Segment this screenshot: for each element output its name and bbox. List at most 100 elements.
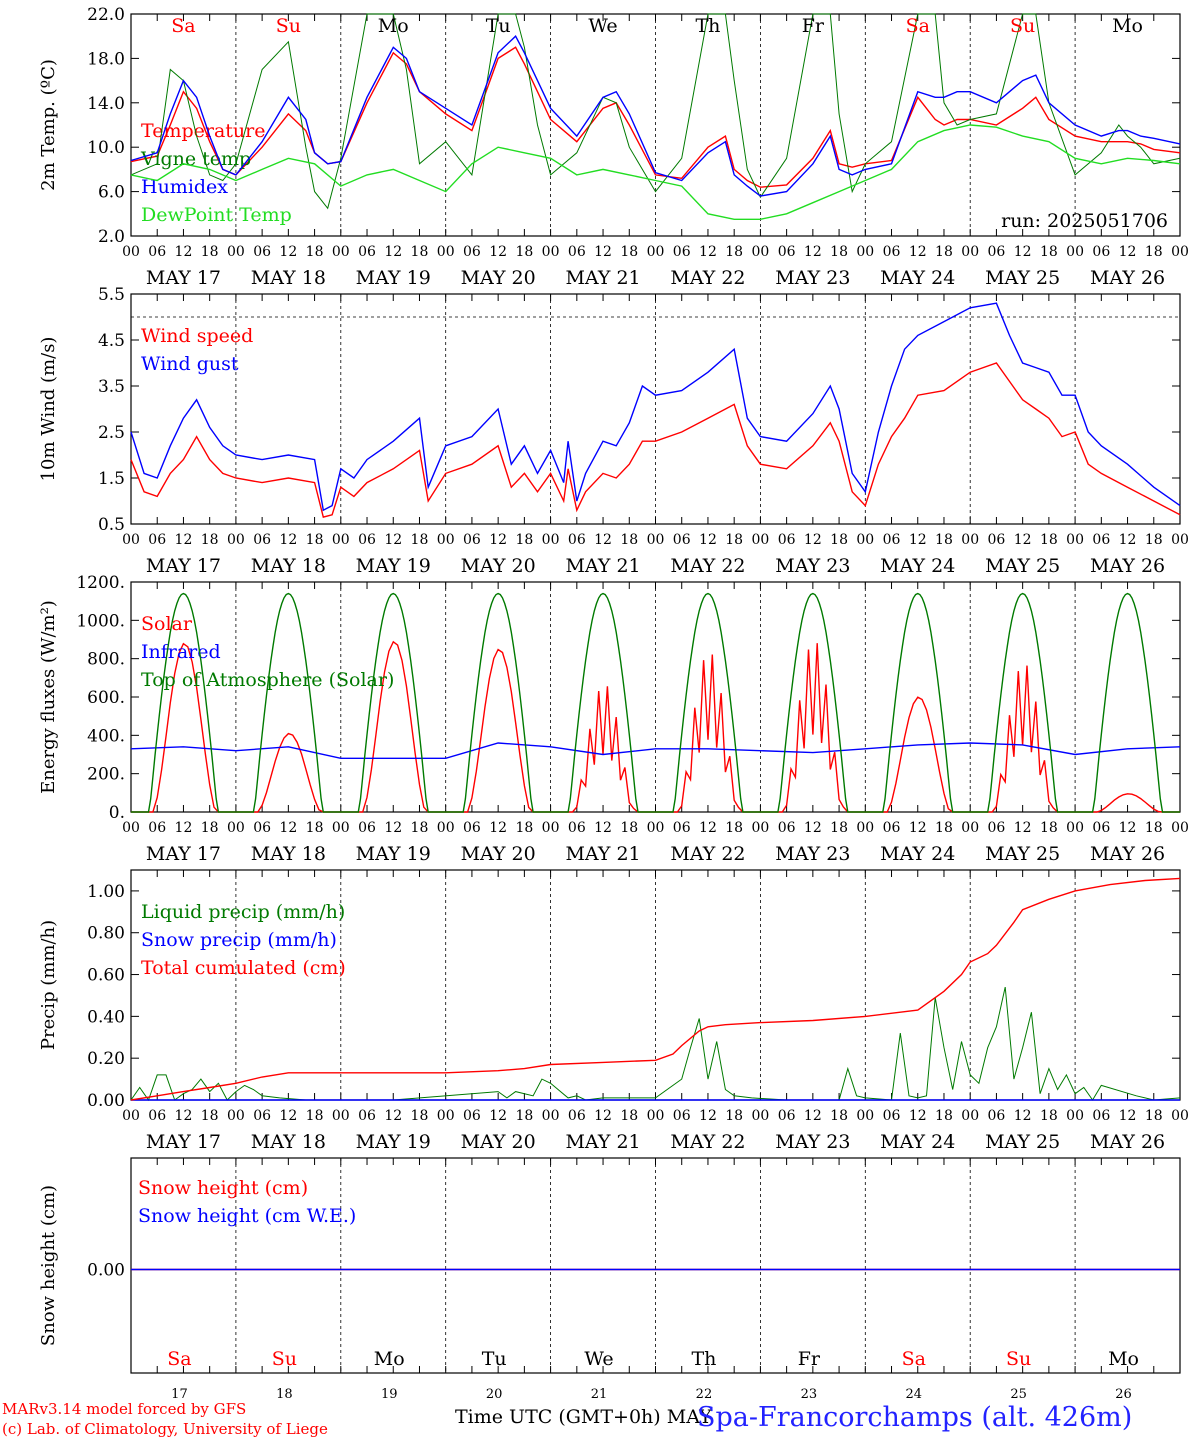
weekday-label: Mo bbox=[1112, 15, 1143, 37]
hour-label: 18 bbox=[201, 820, 219, 836]
hour-label: 06 bbox=[988, 532, 1006, 548]
hour-label: 00 bbox=[227, 532, 245, 548]
day-number-label: 26 bbox=[1115, 1387, 1132, 1402]
hour-label: 12 bbox=[1119, 1108, 1137, 1124]
hour-label: 06 bbox=[568, 820, 586, 836]
hour-label: 06 bbox=[463, 532, 481, 548]
hour-label: 00 bbox=[961, 532, 979, 548]
hour-label: 00 bbox=[647, 532, 665, 548]
hour-label: 06 bbox=[253, 532, 271, 548]
hour-label: 00 bbox=[122, 532, 140, 548]
hour-label: 12 bbox=[699, 820, 717, 836]
date-label: MAY 20 bbox=[461, 843, 536, 865]
y-tick-label: 2.0 bbox=[98, 227, 125, 247]
panel-3: 0. 200. 400. 600. 800. 1000. 1200. Energy fluxe… bbox=[38, 573, 1189, 865]
date-label: MAY 17 bbox=[146, 843, 221, 865]
hour-label: 12 bbox=[594, 244, 612, 260]
hour-label: 06 bbox=[568, 1108, 586, 1124]
y-tick-label: 0. bbox=[109, 803, 125, 823]
y-tick-label: 6.0 bbox=[98, 183, 125, 203]
legend-entry: DewPoint Temp bbox=[141, 204, 292, 226]
hour-label: 00 bbox=[751, 244, 769, 260]
legend-entry: Snow height (cm) bbox=[138, 1177, 308, 1199]
hour-label: 00 bbox=[227, 820, 245, 836]
hour-label: 12 bbox=[699, 1108, 717, 1124]
hour-label: 00 bbox=[961, 820, 979, 836]
y-tick-label: 1.5 bbox=[98, 469, 125, 489]
hour-label: 18 bbox=[830, 1108, 848, 1124]
hour-label: 18 bbox=[411, 820, 429, 836]
date-label: MAY 25 bbox=[985, 843, 1060, 865]
hour-label: 06 bbox=[778, 244, 796, 260]
hour-label: 12 bbox=[1119, 244, 1137, 260]
date-label: MAY 22 bbox=[670, 843, 745, 865]
hour-label: 18 bbox=[411, 1108, 429, 1124]
x-axis-month: MAY bbox=[666, 1406, 712, 1428]
hour-label: 12 bbox=[279, 532, 297, 548]
y-tick-label: 400. bbox=[87, 726, 125, 746]
hour-label: 06 bbox=[358, 532, 376, 548]
hour-label: 06 bbox=[883, 820, 901, 836]
hour-label: 12 bbox=[279, 244, 297, 260]
date-label: MAY 21 bbox=[565, 555, 640, 577]
hour-label: 06 bbox=[1092, 820, 1110, 836]
hour-label: 00 bbox=[1171, 532, 1189, 548]
hour-label: 12 bbox=[699, 244, 717, 260]
legend-entry: Liquid precip (mm/h) bbox=[141, 901, 345, 923]
weekday-label: We bbox=[588, 15, 617, 37]
y-axis-title: Energy fluxes (W/m²) bbox=[38, 600, 59, 794]
hour-label: 06 bbox=[988, 244, 1006, 260]
hour-label: 12 bbox=[804, 244, 822, 260]
hour-label: 00 bbox=[122, 1108, 140, 1124]
legend-entry: Wind gust bbox=[141, 353, 239, 375]
hour-label: 12 bbox=[909, 244, 927, 260]
hour-label: 18 bbox=[1145, 820, 1163, 836]
date-label: MAY 26 bbox=[1090, 843, 1165, 865]
hour-label: 00 bbox=[227, 244, 245, 260]
hour-label: 18 bbox=[306, 532, 324, 548]
hour-label: 06 bbox=[1092, 532, 1110, 548]
hour-label: 06 bbox=[988, 820, 1006, 836]
date-label: MAY 22 bbox=[670, 1131, 745, 1153]
station-name: Spa-Francorchamps (alt. 426m) bbox=[697, 1402, 1133, 1433]
weekday-label-bottom: Su bbox=[272, 1348, 297, 1370]
hour-label: 18 bbox=[411, 244, 429, 260]
hour-label: 00 bbox=[332, 244, 350, 260]
hour-label: 12 bbox=[175, 244, 193, 260]
legend-entry: Snow precip (mm/h) bbox=[141, 929, 337, 951]
y-tick-label: 0.80 bbox=[87, 924, 125, 944]
date-label: MAY 23 bbox=[775, 267, 850, 289]
hour-label: 12 bbox=[489, 532, 507, 548]
weekday-label-bottom: Sa bbox=[167, 1348, 191, 1370]
date-label: MAY 17 bbox=[146, 1131, 221, 1153]
hour-label: 06 bbox=[253, 244, 271, 260]
hour-label: 12 bbox=[384, 1108, 402, 1124]
legend-entry: Humidex bbox=[141, 176, 228, 198]
series-infrared bbox=[130, 742, 1181, 759]
hour-label: 00 bbox=[856, 820, 874, 836]
hour-label: 12 bbox=[489, 1108, 507, 1124]
hour-label: 12 bbox=[909, 532, 927, 548]
hour-label: 06 bbox=[358, 820, 376, 836]
hour-label: 00 bbox=[542, 244, 560, 260]
date-label: MAY 24 bbox=[880, 1131, 955, 1153]
hour-label: 00 bbox=[437, 244, 455, 260]
hour-label: 18 bbox=[935, 532, 953, 548]
panel-1: 2.0 6.0 10.0 14.0 18.0 22.0 2m Temp. (ºC) Tempe… bbox=[38, 5, 1189, 289]
date-label: MAY 22 bbox=[670, 555, 745, 577]
date-label: MAY 20 bbox=[461, 1131, 536, 1153]
hour-label: 18 bbox=[1040, 1108, 1058, 1124]
hour-label: 12 bbox=[1014, 244, 1032, 260]
hour-label: 06 bbox=[988, 1108, 1006, 1124]
hour-label: 06 bbox=[253, 820, 271, 836]
hour-label: 06 bbox=[568, 532, 586, 548]
legend-entry: Vigne temp bbox=[140, 148, 251, 170]
hour-label: 00 bbox=[122, 244, 140, 260]
date-label: MAY 23 bbox=[775, 843, 850, 865]
date-label: MAY 24 bbox=[880, 267, 955, 289]
hour-label: 06 bbox=[1092, 1108, 1110, 1124]
hour-label: 06 bbox=[568, 244, 586, 260]
series-humidex bbox=[130, 35, 1181, 197]
hour-label: 00 bbox=[647, 820, 665, 836]
hour-label: 00 bbox=[1066, 532, 1084, 548]
